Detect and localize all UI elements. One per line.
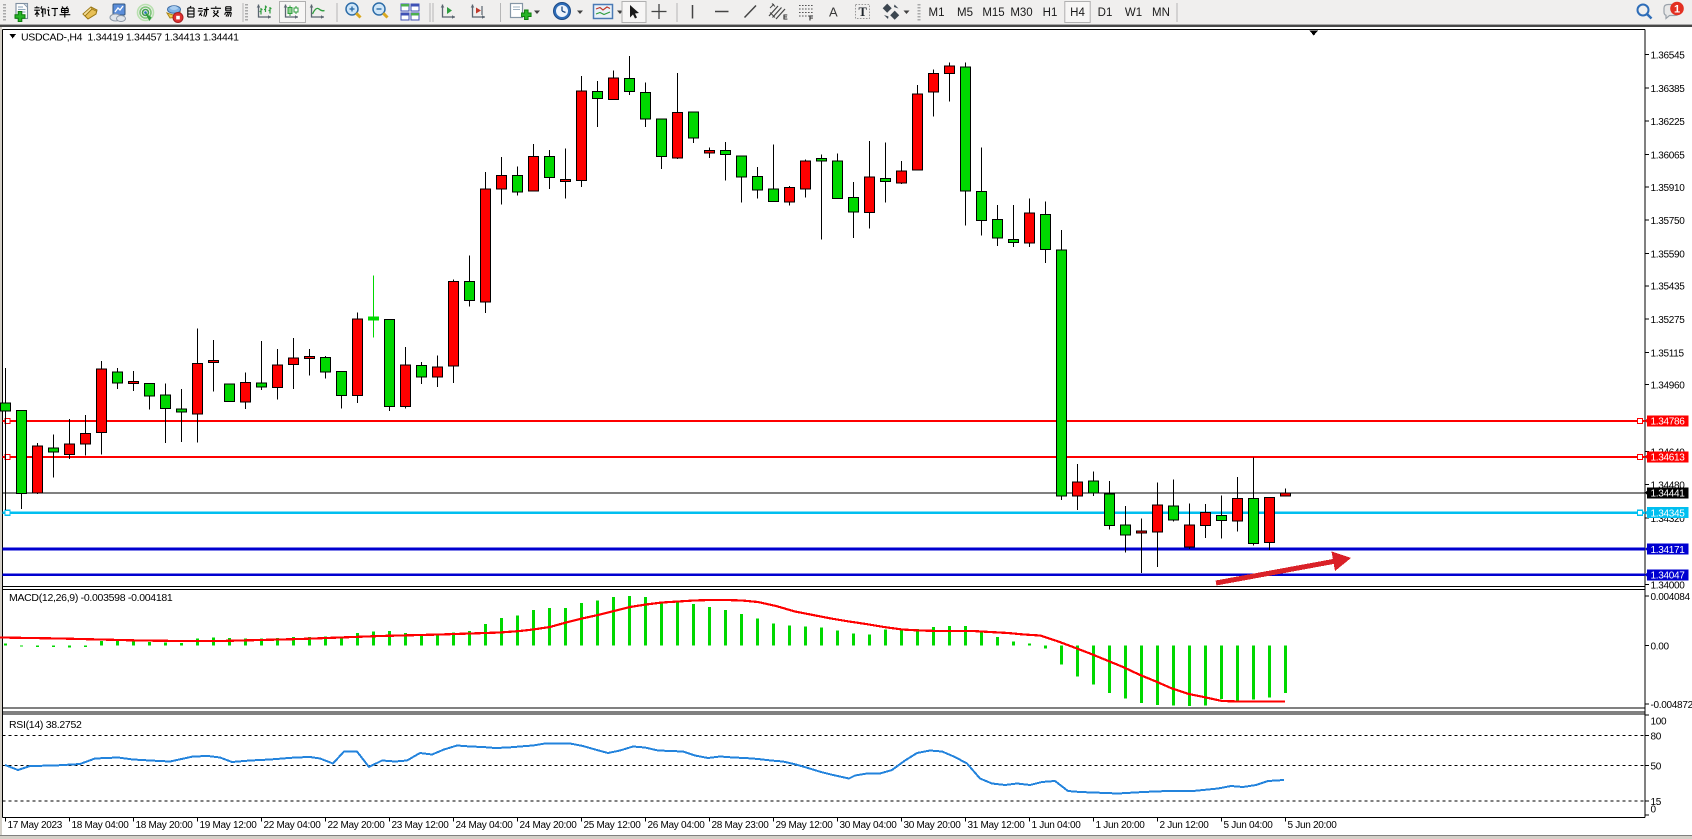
svg-text:25 May 12:00: 25 May 12:00 [584,820,642,831]
svg-text:5 Jun 20:00: 5 Jun 20:00 [1288,820,1338,831]
svg-text:M15: M15 [982,7,1004,19]
svg-text:0.00: 0.00 [1651,642,1670,653]
svg-text:100: 100 [1651,717,1668,728]
svg-text:22 May 20:00: 22 May 20:00 [328,820,386,831]
svg-text:H4: H4 [1070,7,1085,19]
svg-text:31 May 12:00: 31 May 12:00 [968,820,1026,831]
svg-text:M5: M5 [957,7,973,19]
svg-text:1.34960: 1.34960 [1651,381,1686,392]
svg-text:1.35910: 1.35910 [1651,183,1686,194]
svg-text:A: A [829,5,838,20]
svg-text:23 May 12:00: 23 May 12:00 [392,820,450,831]
svg-text:1 Jun 04:00: 1 Jun 04:00 [1032,820,1082,831]
svg-text:50: 50 [1651,762,1662,773]
svg-text:1 Jun 20:00: 1 Jun 20:00 [1096,820,1146,831]
svg-text:15: 15 [1651,797,1662,808]
svg-text:5 Jun 04:00: 5 Jun 04:00 [1224,820,1274,831]
svg-text:1.34000: 1.34000 [1651,581,1686,592]
svg-text:F: F [809,16,814,23]
svg-text:28 May 23:00: 28 May 23:00 [712,820,770,831]
svg-text:30 May 04:00: 30 May 04:00 [840,820,898,831]
svg-text:1.36385: 1.36385 [1651,84,1686,95]
svg-text:18 May 04:00: 18 May 04:00 [72,820,130,831]
svg-text:-0.004872: -0.004872 [1651,700,1692,711]
svg-text:1.36225: 1.36225 [1651,117,1686,128]
svg-text:1.34441: 1.34441 [1651,489,1686,500]
svg-text:RSI(14) 38.2752: RSI(14) 38.2752 [9,719,82,731]
svg-text:0.004084: 0.004084 [1651,592,1691,603]
svg-text:W1: W1 [1125,7,1142,19]
svg-text:USDCAD-,H4 1.34419 1.34457 1.: USDCAD-,H4 1.34419 1.34457 1.34413 1.344… [21,32,239,44]
svg-text:30 May 20:00: 30 May 20:00 [904,820,962,831]
svg-text:1.35115: 1.35115 [1651,348,1685,359]
svg-text:1.35275: 1.35275 [1651,315,1686,326]
svg-text:24 May 04:00: 24 May 04:00 [456,820,514,831]
svg-text:18 May 20:00: 18 May 20:00 [136,820,194,831]
svg-text:1.34047: 1.34047 [1651,571,1686,582]
svg-text:1.34171: 1.34171 [1651,545,1686,556]
svg-text:D1: D1 [1098,7,1113,19]
svg-text:1: 1 [1674,4,1680,16]
svg-text:80: 80 [1651,732,1662,743]
svg-text:1.34786: 1.34786 [1651,417,1686,428]
svg-text:MN: MN [1152,7,1170,19]
svg-text:22 May 04:00: 22 May 04:00 [264,820,322,831]
svg-text:1.36545: 1.36545 [1651,51,1686,62]
svg-text:H1: H1 [1043,7,1058,19]
svg-text:1.35590: 1.35590 [1651,249,1686,260]
svg-text:1.34345: 1.34345 [1651,509,1686,520]
svg-text:T: T [859,5,868,19]
svg-text:2 Jun 12:00: 2 Jun 12:00 [1160,820,1210,831]
svg-text:19 May 12:00: 19 May 12:00 [200,820,258,831]
svg-text:0: 0 [1651,805,1657,816]
svg-text:1.34480: 1.34480 [1651,481,1686,492]
svg-text:E: E [783,15,788,22]
svg-text:17 May 2023: 17 May 2023 [8,820,63,831]
svg-text:1.34613: 1.34613 [1651,453,1686,464]
svg-text:24 May 20:00: 24 May 20:00 [520,820,578,831]
svg-text:1.36065: 1.36065 [1651,151,1686,162]
svg-text:1.35750: 1.35750 [1651,216,1686,227]
svg-text:29 May 12:00: 29 May 12:00 [776,820,834,831]
svg-text:1.35435: 1.35435 [1651,282,1686,293]
svg-text:MACD(12,26,9) -0.003598 -0.004: MACD(12,26,9) -0.003598 -0.004181 [9,592,173,604]
svg-text:M1: M1 [929,7,945,19]
svg-text:26 May 04:00: 26 May 04:00 [648,820,706,831]
svg-text:M30: M30 [1010,7,1032,19]
svg-text:1.34320: 1.34320 [1651,514,1686,525]
